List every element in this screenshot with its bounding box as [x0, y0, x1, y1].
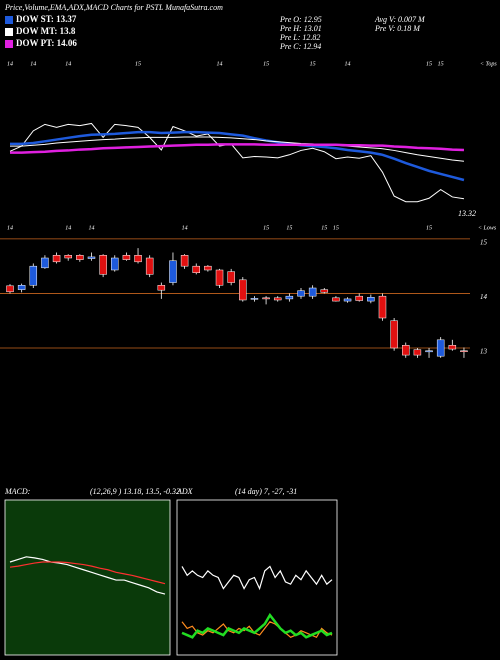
candle-body — [41, 257, 49, 269]
legend-label: DOW PT: 14.06 — [16, 38, 77, 48]
candle-body — [390, 320, 398, 349]
candle-body — [460, 350, 468, 352]
candle-body — [180, 255, 189, 267]
candle-body — [204, 265, 212, 271]
candle-body — [17, 285, 26, 290]
y-tick-label: 14 — [480, 293, 488, 301]
candle-body — [262, 297, 270, 300]
panel-subtitle: (14 day) 7, -27, -31 — [235, 487, 297, 496]
indicator-line — [9, 561, 166, 585]
top-label: 14 — [30, 60, 36, 67]
legend-swatch — [5, 28, 13, 36]
top-label: 15 — [426, 61, 432, 67]
indicator-line — [181, 621, 333, 639]
candle-body — [169, 260, 177, 283]
candle-body — [320, 289, 329, 293]
ema-line — [10, 130, 465, 182]
top-label: 15 — [135, 61, 141, 67]
candle-body — [332, 297, 340, 302]
indicator-line — [181, 565, 333, 591]
indicator-line — [181, 612, 333, 639]
candle-body — [87, 256, 96, 259]
candle-body — [76, 255, 84, 260]
legend-swatch — [5, 40, 13, 48]
low-label: 15 — [263, 225, 269, 231]
candle-body — [308, 287, 317, 297]
panel-title: MACD: — [4, 487, 31, 496]
low-label: 15 — [333, 225, 339, 231]
low-label: 14 — [7, 224, 13, 231]
candle-body — [250, 298, 259, 300]
candle-body — [297, 290, 305, 297]
low-label: 14 — [88, 224, 94, 231]
legend-swatch — [5, 16, 13, 24]
candle-body — [52, 255, 61, 263]
candle-body — [122, 255, 131, 260]
indicator-line — [9, 556, 166, 595]
candle-body — [448, 345, 457, 350]
low-label: 14 — [65, 224, 71, 231]
candle-body — [134, 255, 142, 263]
candle-body — [6, 285, 14, 293]
candle-body — [111, 257, 119, 271]
panel-title: ADX — [176, 487, 194, 496]
stat-text: Pre L: 12.82 — [279, 33, 320, 42]
stat-text: Pre V: 0.18 M — [374, 24, 421, 33]
candle-body — [425, 350, 433, 353]
candle-body — [227, 271, 235, 283]
candle-body — [239, 279, 247, 301]
lows-label: < Lows — [478, 225, 497, 231]
stat-text: Pre C: 12.94 — [279, 42, 321, 51]
y-tick-label: 15 — [480, 239, 488, 247]
last-price-label: 13.32 — [458, 209, 476, 218]
candle-body — [192, 265, 200, 273]
low-label: 15 — [321, 225, 327, 231]
top-label: 14 — [65, 60, 71, 67]
candle-body — [273, 297, 282, 301]
candle-body — [29, 265, 38, 286]
top-label: 15 — [263, 61, 269, 67]
candle-body — [215, 269, 224, 286]
low-label: 15 — [426, 225, 432, 231]
panel-subtitle: (12,26,9 ) 13.18, 13.5, -0.32 — [90, 487, 180, 496]
panel-frame — [4, 499, 171, 656]
ema-line — [10, 143, 465, 154]
stat-text: Pre O: 12.95 — [279, 15, 322, 24]
price-line — [9, 122, 465, 203]
tops-label: < Tops — [480, 61, 497, 67]
legend-label: DOW ST: 13.37 — [16, 14, 77, 24]
stat-text: Pre H: 13.01 — [279, 24, 322, 33]
candle-body — [355, 295, 363, 301]
top-label: 14 — [217, 60, 223, 67]
legend-label: DOW MT: 13.8 — [16, 26, 76, 36]
ema-line — [10, 136, 465, 162]
candle-body — [343, 298, 352, 302]
candle-body — [378, 295, 387, 319]
page-title: Price,Volume,EMA,ADX,MACD Charts for PST… — [4, 3, 223, 12]
candle-body — [145, 257, 154, 275]
top-label: 14 — [345, 60, 351, 67]
candle-body — [99, 255, 107, 275]
low-label: 14 — [182, 224, 188, 231]
candle-body — [367, 297, 375, 302]
candle-body — [157, 285, 166, 291]
stat-text: Avg V: 0.007 M — [374, 15, 426, 24]
candle-body — [402, 345, 410, 356]
low-label: 15 — [286, 225, 292, 231]
candle-body — [64, 255, 72, 259]
candle-body — [413, 349, 422, 356]
candle-body — [285, 295, 294, 300]
y-tick-label: 13 — [480, 348, 488, 356]
top-label: 15 — [310, 61, 316, 67]
top-label: 15 — [438, 61, 444, 67]
top-label: 14 — [7, 60, 13, 67]
candle-body — [436, 339, 445, 357]
